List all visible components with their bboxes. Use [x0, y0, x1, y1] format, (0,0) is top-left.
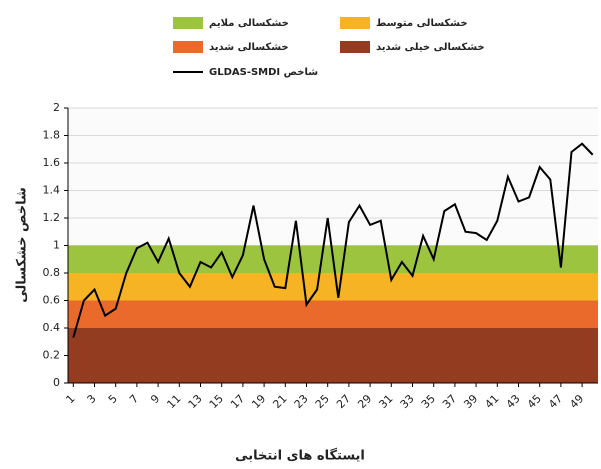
legend-label: خشکسالی ملایم: [209, 18, 289, 29]
legend-label: خشکسالی خیلی شدید: [376, 42, 485, 53]
x-tick-label: 37: [440, 392, 459, 411]
y-tick-label: 0.8: [43, 266, 61, 279]
x-tick-label: 3: [85, 392, 99, 406]
legend-label: شاخص GLDAS-SMDI: [209, 67, 318, 78]
x-tick-label: 39: [461, 392, 480, 411]
y-tick-label: 0: [53, 376, 60, 389]
x-tick-label: 29: [355, 392, 374, 411]
x-tick-label: 47: [546, 392, 565, 411]
y-tick-label: 0.4: [43, 321, 61, 334]
band: [68, 328, 598, 383]
x-tick-label: 41: [482, 392, 501, 411]
x-tick-label: 25: [313, 392, 332, 411]
band: [68, 273, 598, 301]
x-tick-label: 31: [376, 392, 395, 411]
x-tick-label: 27: [334, 392, 353, 411]
x-tick-label: 45: [525, 392, 544, 411]
legend-label: خشکسالی متوسط: [376, 18, 468, 29]
line-series: [72, 142, 594, 338]
y-tick-label: 1: [53, 239, 60, 252]
legend-swatch: [173, 41, 203, 53]
x-tick-label: 1: [63, 392, 77, 406]
x-tick-label: 11: [164, 392, 183, 411]
x-tick-label: 49: [567, 392, 586, 411]
x-tick-label: 9: [148, 392, 162, 406]
y-tick-label: 0.2: [43, 349, 61, 362]
x-tick-label: 15: [207, 392, 226, 411]
legend-swatch: [173, 17, 203, 29]
x-tick-label: 13: [186, 392, 205, 411]
legend-swatch: [340, 41, 370, 53]
x-tick-label: 17: [228, 392, 247, 411]
x-tick-label: 33: [398, 392, 417, 411]
x-tick-label: 7: [127, 392, 141, 406]
y-tick-label: 1.8: [43, 129, 61, 142]
legend-swatch: [340, 17, 370, 29]
x-tick-label: 43: [504, 392, 523, 411]
x-tick-label: 35: [419, 392, 438, 411]
x-tick-label: 5: [106, 392, 120, 406]
legend-label: خشکسالی شدید: [209, 42, 289, 53]
x-tick-label: 19: [249, 392, 268, 411]
y-tick-label: 1.2: [43, 211, 61, 224]
x-tick-label: 23: [292, 392, 311, 411]
x-tick-label: 21: [270, 392, 289, 411]
y-tick-label: 0.6: [43, 294, 61, 307]
y-axis-title: شاخص خشکسالی: [15, 187, 30, 303]
y-tick-label: 2: [53, 101, 60, 114]
y-tick-label: 1.4: [43, 184, 61, 197]
y-tick-label: 1.6: [43, 156, 61, 169]
x-axis-title: ایستگاه های انتخابی: [235, 448, 365, 464]
band: [68, 300, 598, 328]
